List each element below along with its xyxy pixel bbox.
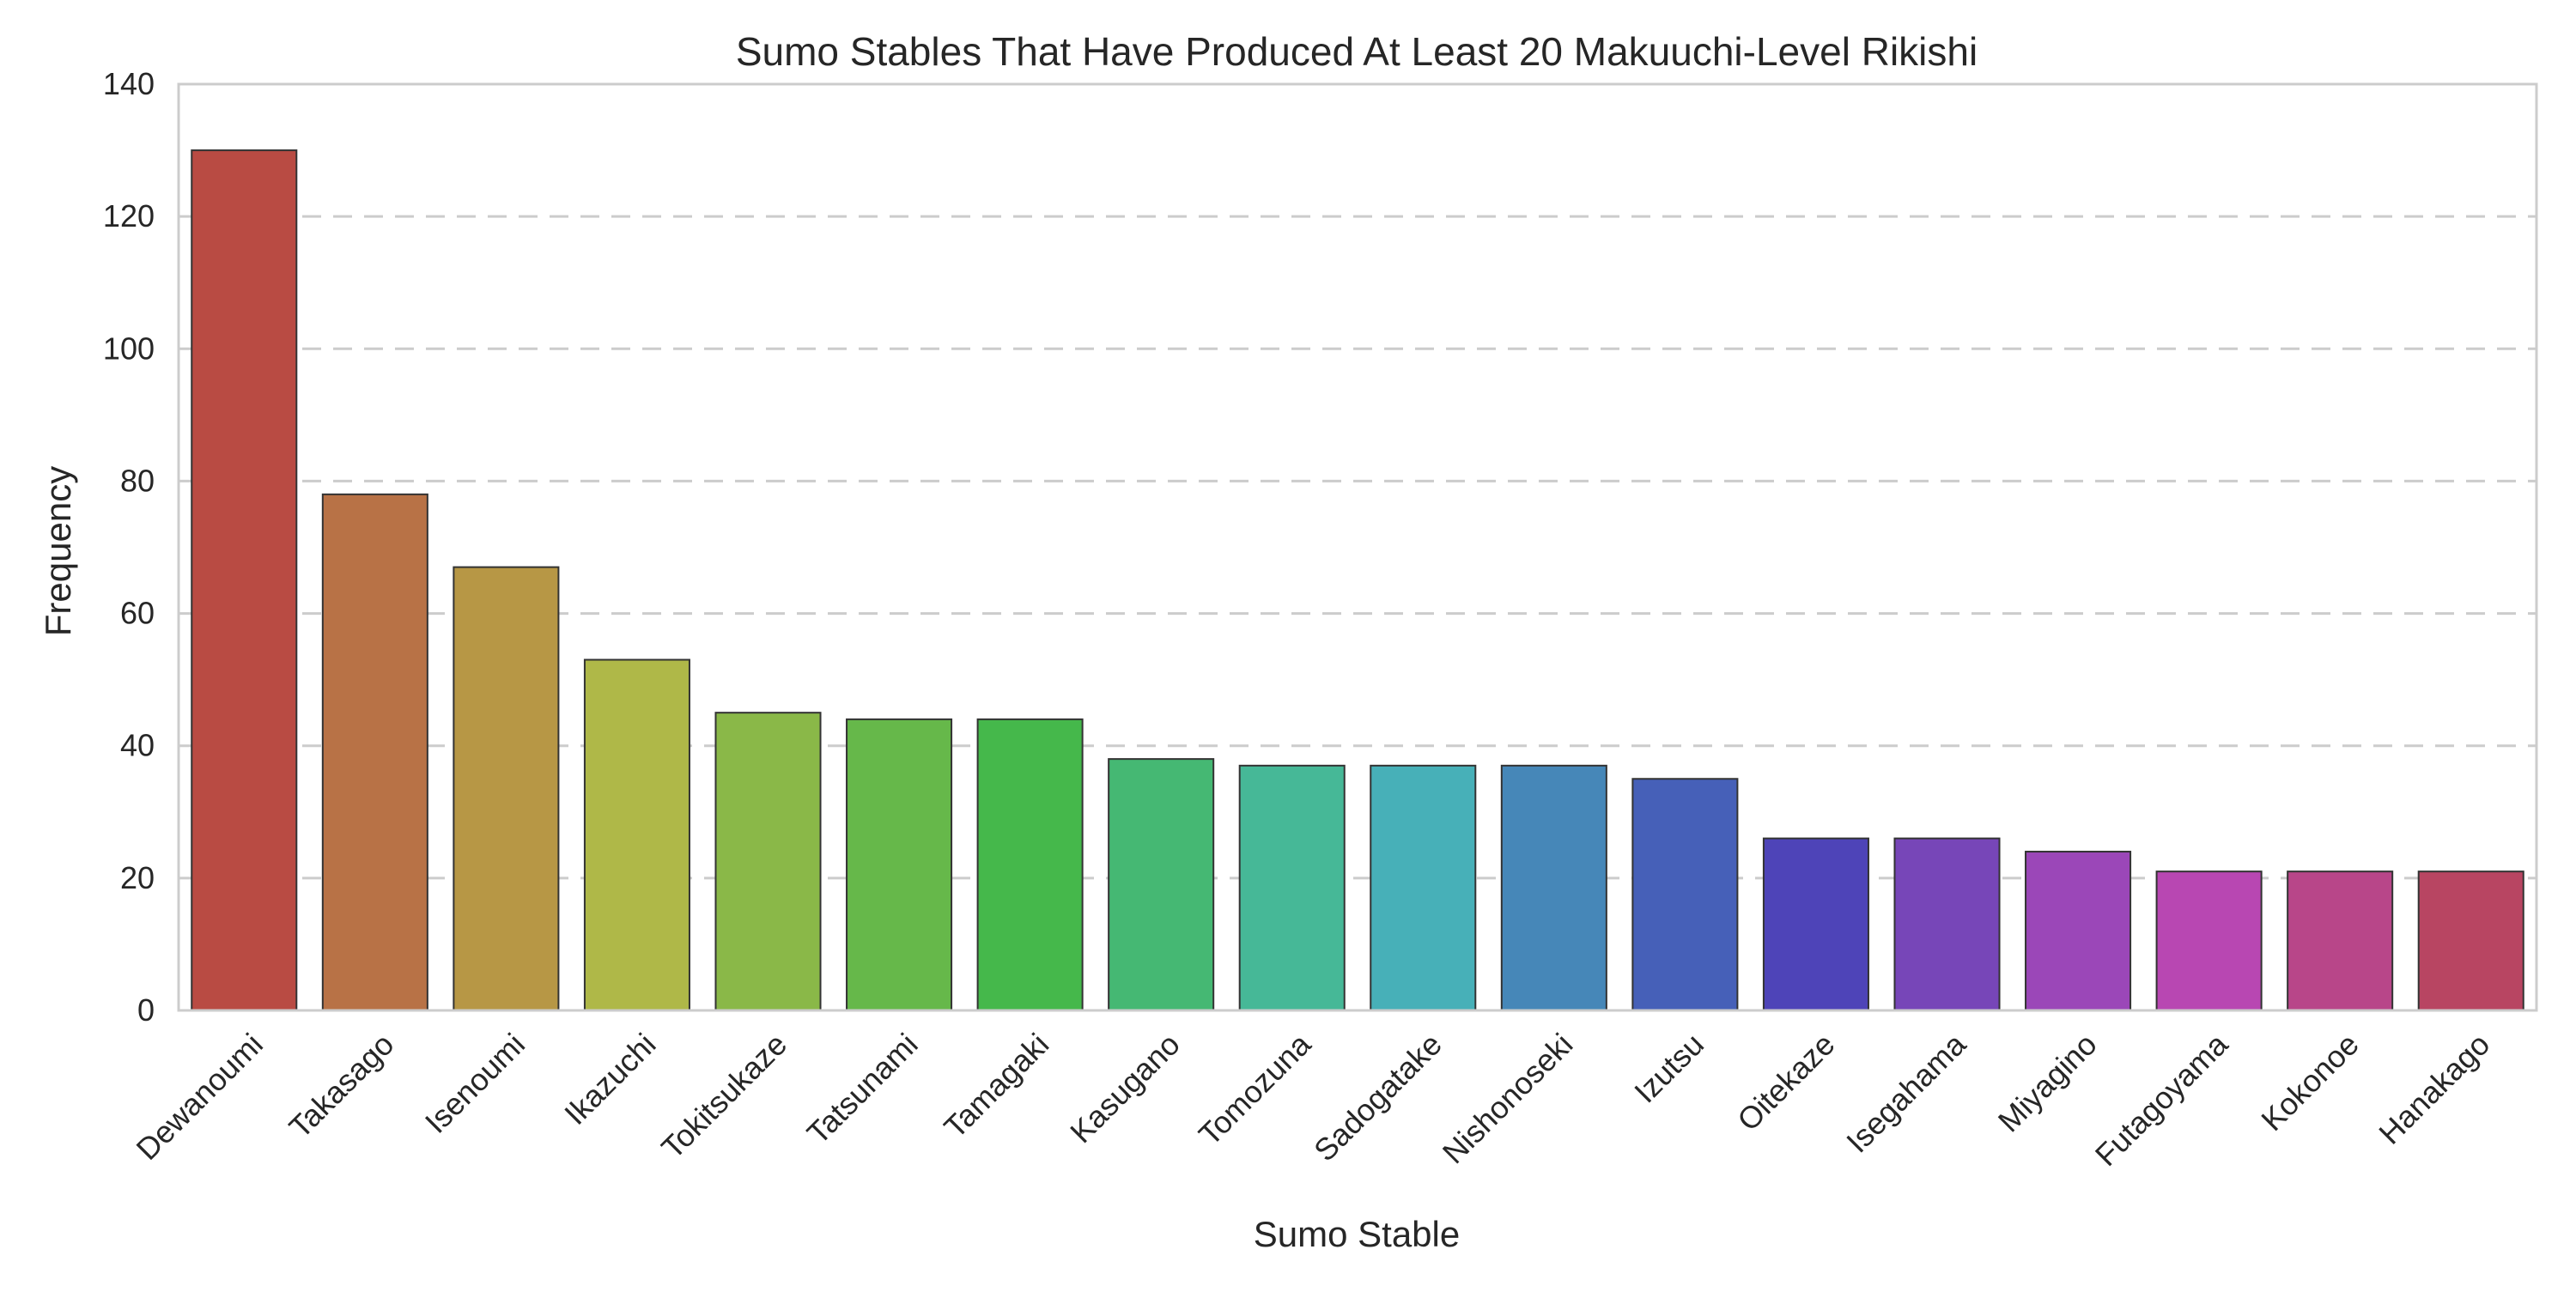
y-tick-label: 20 [120,860,155,895]
bar-isegahama [1893,837,2001,1011]
bar-tamagaki [976,718,1084,1012]
bar-dewanoumi [191,149,298,1012]
bar-nishonoseki [1500,764,1607,1011]
y-axis-title: Frequency [38,466,78,636]
bars [191,149,2524,1012]
bar-kokonoe [2287,870,2394,1012]
y-tick-label: 40 [120,728,155,763]
bar-kasugano [1108,758,1215,1012]
bar-miyagino [2025,851,2132,1011]
bar-tomozuna [1238,764,1346,1011]
gridlines [179,215,2537,880]
bar-isenoumi [453,566,560,1011]
chart-title: Sumo Stables That Have Produced At Least… [736,29,1978,74]
y-tick-label: 60 [120,596,155,631]
y-tick-labels: 0 20 40 60 80 100 120 140 [103,66,155,1028]
y-tick-label: 0 [137,992,155,1028]
bar-oitekaze [1762,837,1869,1011]
bar-sadogatake [1370,764,1477,1011]
bar-futagoyama [2155,870,2263,1012]
x-axis-title: Sumo Stable [1254,1214,1460,1254]
bar-hanakago [2417,870,2524,1012]
y-tick-label: 100 [103,331,155,366]
bar-takasago [321,493,428,1011]
y-tick-label: 80 [120,463,155,498]
y-tick-label: 140 [103,66,155,101]
bar-tatsunami [846,718,953,1012]
bar-izutsu [1631,778,1739,1011]
plot-frame [177,82,2538,1012]
y-tick-label: 120 [103,198,155,234]
bar-tokitsukaze [714,712,822,1012]
bar-ikazuchi [583,658,690,1011]
